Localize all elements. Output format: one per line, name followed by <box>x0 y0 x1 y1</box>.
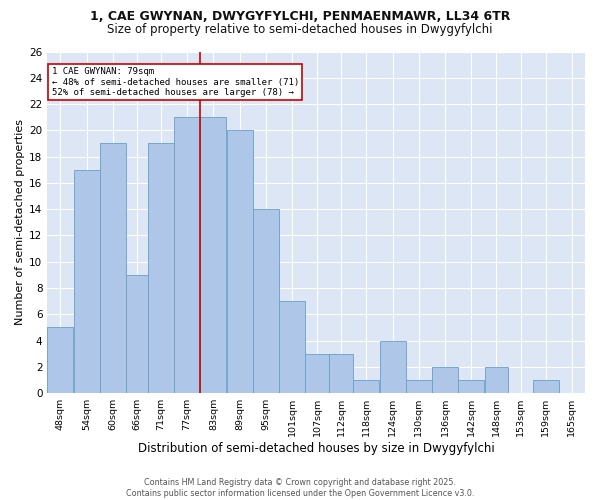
Bar <box>100 144 126 393</box>
Bar <box>458 380 484 393</box>
Bar <box>305 354 329 393</box>
Bar <box>279 301 305 393</box>
Bar <box>253 209 279 393</box>
Text: Contains HM Land Registry data © Crown copyright and database right 2025.
Contai: Contains HM Land Registry data © Crown c… <box>126 478 474 498</box>
Bar <box>227 130 253 393</box>
Text: 1 CAE GWYNAN: 79sqm
← 48% of semi-detached houses are smaller (71)
52% of semi-d: 1 CAE GWYNAN: 79sqm ← 48% of semi-detach… <box>52 68 299 97</box>
Text: Size of property relative to semi-detached houses in Dwygyfylchi: Size of property relative to semi-detach… <box>107 22 493 36</box>
Bar <box>406 380 432 393</box>
Text: 1, CAE GWYNAN, DWYGYFYLCHI, PENMAENMAWR, LL34 6TR: 1, CAE GWYNAN, DWYGYFYLCHI, PENMAENMAWR,… <box>90 10 510 23</box>
Bar <box>329 354 353 393</box>
Bar <box>380 340 406 393</box>
Bar <box>432 367 458 393</box>
X-axis label: Distribution of semi-detached houses by size in Dwygyfylchi: Distribution of semi-detached houses by … <box>138 442 494 455</box>
Bar <box>200 117 226 393</box>
Bar <box>174 117 200 393</box>
Bar <box>148 144 174 393</box>
Bar <box>47 328 73 393</box>
Bar <box>533 380 559 393</box>
Bar <box>126 275 148 393</box>
Y-axis label: Number of semi-detached properties: Number of semi-detached properties <box>15 120 25 326</box>
Bar <box>485 367 508 393</box>
Bar <box>74 170 100 393</box>
Bar <box>353 380 379 393</box>
